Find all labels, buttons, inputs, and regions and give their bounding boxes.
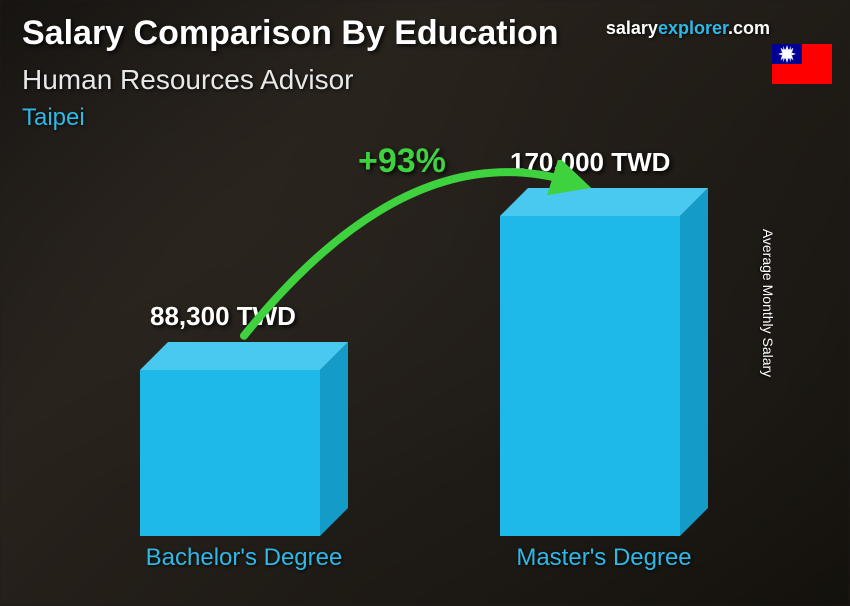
bar-front: [140, 370, 320, 536]
infographic: Salary Comparison By Education Human Res…: [0, 0, 850, 606]
flag-icon: [772, 44, 832, 84]
bar-0: 88,300 TWDBachelor's Degree: [140, 342, 348, 536]
bar-chart: 88,300 TWDBachelor's Degree170,000 TWDMa…: [60, 160, 790, 576]
bar-category-label: Master's Degree: [500, 544, 708, 572]
bar-front: [500, 216, 680, 536]
chart-subtitle: Human Resources Advisor: [22, 64, 353, 96]
percentage-increase-label: +93%: [358, 142, 446, 181]
chart-location: Taipei: [22, 104, 85, 132]
bar-value-label: 170,000 TWD: [510, 147, 670, 178]
brand-logo: salaryexplorer.com: [606, 18, 770, 39]
bar-category-label: Bachelor's Degree: [140, 544, 348, 572]
brand-suffix: .com: [728, 18, 770, 38]
bar-top: [500, 188, 708, 216]
bar-top: [140, 342, 348, 370]
bar-1: 170,000 TWDMaster's Degree: [500, 188, 708, 536]
bar-side: [320, 342, 348, 536]
brand-mid: explorer: [658, 18, 728, 38]
chart-title: Salary Comparison By Education: [22, 14, 559, 53]
bar-side: [680, 188, 708, 536]
bar-value-label: 88,300 TWD: [150, 301, 296, 332]
brand-prefix: salary: [606, 18, 658, 38]
